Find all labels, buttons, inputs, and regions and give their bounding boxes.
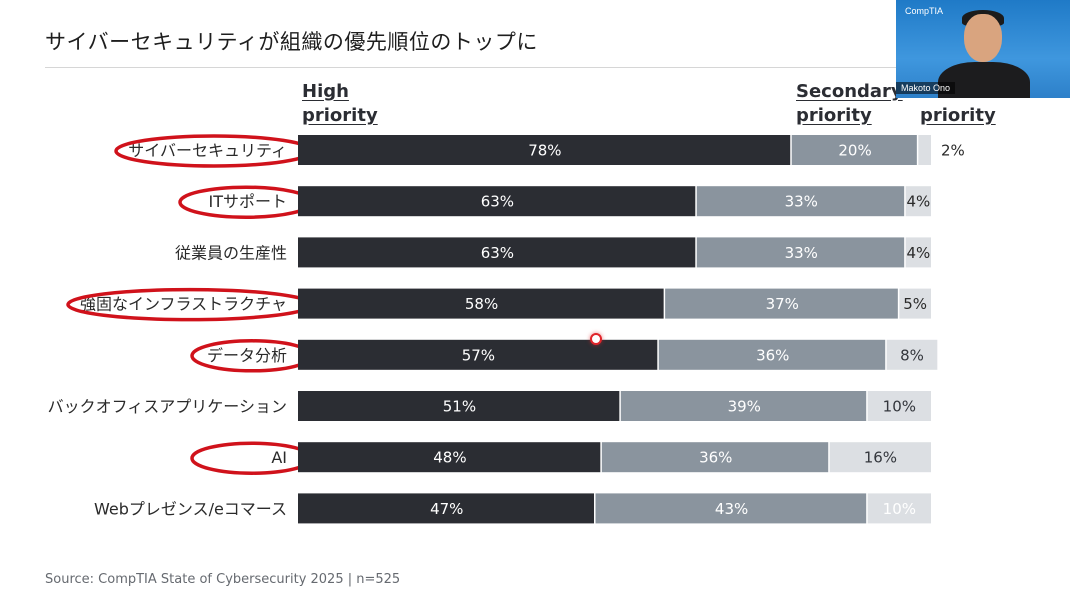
data-label-secondary: 43% [715, 500, 748, 518]
data-label-high: 58% [465, 295, 498, 313]
bar-segment-secondary [620, 391, 867, 421]
data-label-low: 10% [883, 500, 916, 518]
bar-segment-low [918, 135, 931, 165]
presenter-head [964, 14, 1002, 62]
bar-segment-high [298, 186, 696, 217]
bar-segment-secondary [601, 442, 829, 473]
data-label-low: 4% [906, 193, 930, 211]
data-label-secondary: 37% [766, 295, 799, 313]
data-label-low: 10% [883, 398, 916, 416]
bar-segment-secondary [696, 186, 905, 217]
category-label: バックオフィスアプリケーション [48, 397, 287, 416]
category-label: 従業員の生産性 [175, 243, 287, 262]
highlight-ring [190, 441, 314, 475]
data-label-high: 47% [430, 500, 463, 518]
data-label-high: 63% [481, 193, 514, 211]
data-label-low: 4% [906, 244, 930, 262]
data-label-high: 48% [433, 449, 466, 467]
bar-segment-secondary [696, 237, 905, 268]
slide-title: サイバーセキュリティが組織の優先順位のトップに [45, 30, 538, 54]
bar-segment-secondary [791, 135, 917, 165]
data-label-low: 5% [903, 295, 927, 313]
data-label-high: 78% [528, 142, 561, 160]
data-label-secondary: 36% [699, 449, 732, 467]
bar-segment-secondary [665, 288, 898, 319]
data-label-low: 16% [864, 449, 897, 467]
source-note: Source: CompTIA State of Cybersecurity 2… [45, 572, 401, 587]
presenter-name: Makoto Ono [896, 82, 956, 94]
bar-segment-high [298, 391, 620, 421]
bar-segment-high [298, 135, 791, 165]
bar-segment-low [905, 186, 931, 217]
bar-segment-low [886, 339, 938, 370]
category-label: Webプレゼンス/eコマース [94, 499, 287, 518]
bar-segment-low [899, 288, 931, 319]
bar-segment-high [298, 493, 595, 524]
category-label: データ分析 [207, 346, 287, 365]
title-divider [45, 67, 1030, 68]
bar-segment-high [298, 288, 664, 319]
webcam-overlay: CompTIA Makoto Ono [896, 0, 1070, 98]
category-label: AI [271, 448, 287, 467]
bar-segment-high [298, 442, 601, 473]
data-label-secondary: 33% [785, 244, 818, 262]
data-label-high: 51% [443, 398, 476, 416]
laser-pointer-icon [590, 333, 602, 345]
legend-low-priority: priority [920, 105, 996, 126]
data-label-high: 63% [481, 244, 514, 262]
data-label-secondary: 39% [728, 398, 761, 416]
data-label-low: 8% [900, 346, 924, 364]
data-label-low: 2% [941, 142, 965, 160]
data-label-secondary: 36% [756, 346, 789, 364]
data-label-high: 57% [462, 346, 495, 364]
category-label: サイバーセキュリティ [128, 141, 287, 160]
data-label-secondary: 33% [785, 193, 818, 211]
category-label: 強固なインフラストラクチャ [80, 295, 287, 314]
bar-segment-high [298, 237, 696, 268]
legend-secondary-priority: Secondary priority [796, 81, 903, 126]
bar-segment-low [867, 493, 931, 524]
bar-segment-secondary [595, 493, 867, 524]
data-label-secondary: 20% [838, 142, 871, 160]
legend-high-priority: High priority [302, 81, 378, 126]
webcam-brand: CompTIA [905, 6, 944, 16]
bar-segment-low [829, 442, 931, 473]
category-label: ITサポート [209, 192, 288, 211]
bar-segment-low [867, 391, 931, 421]
bar-segment-low [905, 237, 931, 268]
bar-segment-secondary [658, 339, 886, 370]
